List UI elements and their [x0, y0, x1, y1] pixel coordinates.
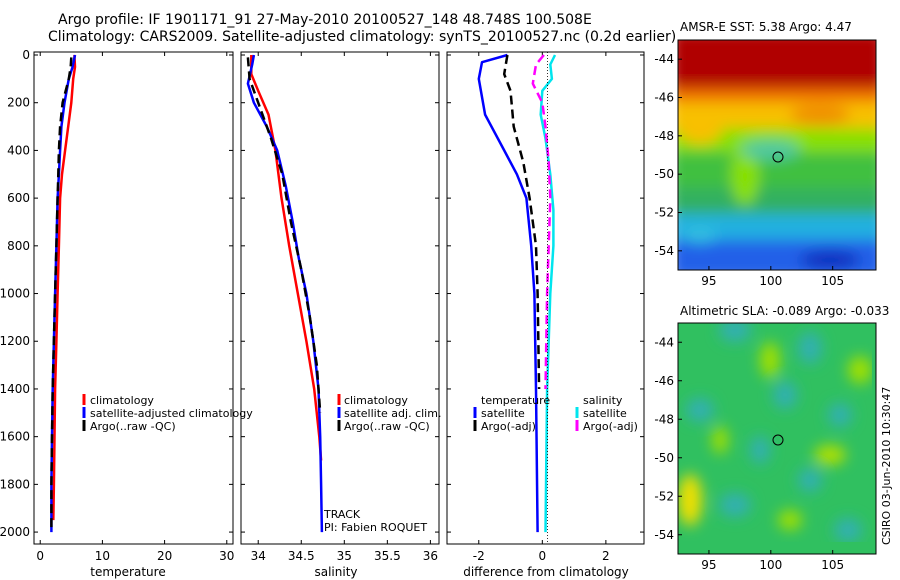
y-tick-label: 1800	[0, 477, 30, 491]
legend-title-temperature: temperature	[481, 394, 550, 407]
x-tick-label: 100	[759, 274, 782, 288]
legend-label: Argo(-adj)	[583, 420, 638, 433]
sla-argo-marker	[772, 434, 784, 446]
sla-map	[677, 322, 877, 555]
y-tick-label: 600	[7, 191, 30, 205]
salinity-legend: climatology satellite adj. clim. Argo(..…	[337, 394, 441, 433]
legend-label: satellite	[583, 407, 627, 420]
y-tick-label: -46	[654, 374, 674, 388]
temperature-axes	[33, 51, 234, 545]
series-temperature-argo-adj-	[502, 54, 541, 390]
timestamp-stamp: CSIRO 03-Jun-2010 10:30:47	[880, 387, 893, 545]
y-tick-label: 1600	[0, 430, 30, 444]
figure-title-line2: Climatology: CARS2009. Satellite-adjuste…	[48, 29, 677, 45]
difference-legend: temperature salinity satellite Argo(-adj…	[473, 394, 638, 433]
x-tick-label: 0	[539, 549, 547, 563]
temperature-plot: 0 10 20 30 0 200 400 600 800 1000 1200 1400 1600 1800…	[0, 48, 234, 563]
figure-title-line1: Argo profile: IF 1901171_91 27-May-2010 …	[58, 12, 592, 28]
legend-title-salinity: salinity	[583, 394, 623, 407]
y-tick-label: -50	[654, 167, 674, 181]
difference-plot: -2 0 2	[447, 52, 644, 563]
sst-map	[677, 39, 877, 271]
x-tick-label: 36	[423, 549, 438, 563]
y-tick-label: -54	[654, 244, 674, 258]
track-annotation: TRACK	[323, 508, 361, 521]
x-tick-label: -2	[473, 549, 485, 563]
sst-map-axes: 95 100 105 -44 -46 -48 -50 -52 -54	[654, 52, 844, 288]
legend-label: satellite adj. clim.	[344, 407, 441, 420]
y-tick-label: 1400	[0, 382, 30, 396]
legend-label: Argo(-adj)	[481, 420, 536, 433]
y-tick-label: 400	[7, 143, 30, 157]
y-tick-label: -44	[654, 335, 674, 349]
y-tick-label: 0	[22, 48, 30, 62]
temperature-xlabel: temperature	[90, 565, 165, 579]
temperature-legend: climatology satellite-adjusted climatolo…	[82, 394, 253, 433]
x-tick-label: 34	[251, 549, 266, 563]
x-tick-label: 105	[821, 274, 844, 288]
series-salinity-argo-adj-	[531, 54, 552, 390]
sst-map-title: AMSR-E SST: 5.38 Argo: 4.47	[680, 20, 852, 34]
y-tick-label: -50	[654, 451, 674, 465]
y-tick-label: -48	[654, 412, 674, 426]
series-satellite-adj-clim-	[246, 54, 324, 533]
y-tick-label: 1200	[0, 334, 30, 348]
sla-map-axes: 95 100 105 -44 -46 -48 -50 -52 -54	[654, 335, 844, 572]
series-salinity-satellite	[539, 54, 557, 533]
y-tick-label: -54	[654, 528, 674, 542]
y-tick-label: 1000	[0, 287, 30, 301]
x-tick-label: 35.5	[374, 549, 401, 563]
y-tick-label: -48	[654, 129, 674, 143]
difference-axes	[446, 51, 645, 545]
difference-xlabel: difference from climatology	[463, 565, 629, 579]
series-climatology	[250, 55, 323, 461]
x-tick-label: 30	[219, 549, 234, 563]
y-tick-label: 200	[7, 96, 30, 110]
series-climatology	[52, 54, 77, 521]
x-tick-label: 35	[337, 549, 352, 563]
sla-map-title: Altimetric SLA: -0.089 Argo: -0.033	[680, 304, 890, 318]
sst-argo-marker	[772, 151, 784, 163]
x-tick-label: 95	[701, 558, 716, 572]
y-tick-label: -44	[654, 52, 674, 66]
y-tick-label: -52	[654, 206, 674, 220]
series-argo-raw-qc-	[50, 57, 73, 533]
legend-label: satellite-adjusted climatology	[90, 407, 253, 420]
salinity-xlabel: salinity	[314, 565, 357, 579]
x-tick-label: 100	[759, 558, 782, 572]
series-temperature-satellite	[477, 53, 539, 533]
x-tick-label: 34.5	[288, 549, 315, 563]
y-tick-label: 2000	[0, 525, 30, 539]
legend-label: climatology	[90, 394, 154, 407]
x-tick-label: 95	[701, 274, 716, 288]
x-tick-label: 0	[36, 549, 44, 563]
legend-label: Argo(..raw -QC)	[90, 420, 176, 433]
x-tick-label: 20	[157, 549, 172, 563]
y-tick-label: -52	[654, 489, 674, 503]
x-tick-label: 10	[95, 549, 110, 563]
salinity-axes	[240, 51, 440, 545]
x-tick-label: 2	[602, 549, 610, 563]
legend-label: satellite	[481, 407, 525, 420]
legend-label: Argo(..raw -QC)	[344, 420, 430, 433]
y-tick-label: -46	[654, 91, 674, 105]
series-argo-raw-qc-	[246, 57, 322, 413]
legend-label: climatology	[344, 394, 408, 407]
x-tick-label: 105	[821, 558, 844, 572]
pi-annotation: PI: Fabien ROQUET	[324, 521, 427, 534]
y-tick-label: 800	[7, 239, 30, 253]
salinity-plot: 34 34.5 35 35.5 36	[241, 52, 439, 563]
